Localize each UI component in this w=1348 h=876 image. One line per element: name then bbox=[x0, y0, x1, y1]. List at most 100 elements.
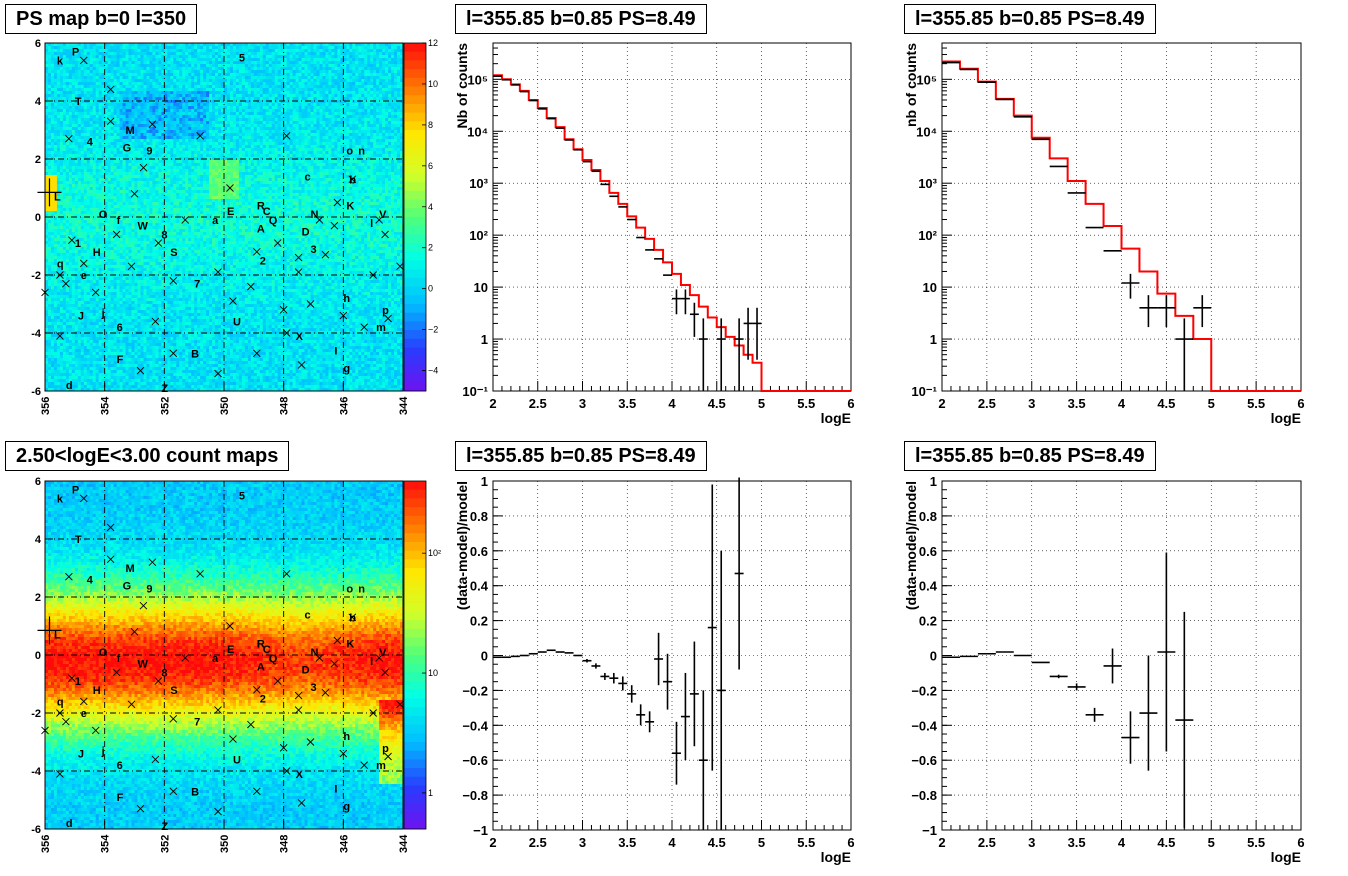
plot-axes: 2 2.5 3 3.5 4 4.5 5 5.5 6logE−1−0.8−0.6−0.4−0.20… bbox=[454, 474, 855, 865]
colorbar-tick-label: 1 bbox=[428, 788, 433, 798]
source-label: 6 bbox=[117, 760, 123, 772]
x-tick-label: 4 bbox=[668, 835, 676, 850]
source-label: L bbox=[54, 192, 61, 204]
x-tick-label: 2 bbox=[489, 396, 496, 411]
y-tick-label: 2 bbox=[35, 592, 41, 604]
y-tick-label: 0 bbox=[481, 649, 488, 664]
y-tick-label: 0.6 bbox=[919, 544, 937, 559]
colorbar-tick-label: 10² bbox=[428, 548, 441, 558]
source-label: h bbox=[343, 293, 350, 305]
y-axis-label: nb of counts bbox=[903, 43, 919, 127]
source-label: 5 bbox=[239, 53, 245, 65]
source-label: k bbox=[57, 493, 64, 505]
y-tick-label: 1 bbox=[481, 474, 488, 489]
source-label: 8 bbox=[161, 229, 167, 241]
x-tick-label: 5 bbox=[758, 835, 765, 850]
source-label: q bbox=[57, 258, 64, 270]
source-label: H bbox=[93, 247, 101, 259]
source-label: q bbox=[57, 696, 64, 708]
source-label: 2 bbox=[260, 256, 266, 268]
y-tick-label: 0 bbox=[35, 212, 41, 224]
data-points bbox=[493, 478, 744, 830]
source-label: G bbox=[123, 580, 132, 592]
source-label: T bbox=[75, 534, 82, 546]
source-label: U bbox=[233, 754, 241, 766]
y-tick-label: −0.2 bbox=[911, 683, 937, 698]
source-label: 7 bbox=[194, 717, 200, 729]
y-tick-label: 4 bbox=[35, 96, 42, 108]
x-tick-label: 5.5 bbox=[797, 396, 815, 411]
source-label: 5 bbox=[239, 491, 245, 503]
source-label: A bbox=[257, 224, 265, 236]
y-tick-label: −0.4 bbox=[911, 718, 937, 733]
source-label: M bbox=[126, 563, 135, 575]
colorbar-tick-label: −2 bbox=[428, 325, 438, 335]
y-tick-label: 0.8 bbox=[919, 509, 937, 524]
y-tick-label: −1 bbox=[473, 823, 488, 838]
plot-panel-2: 2 2.5 3 3.5 4 4.5 5 5.5 6logE−1−0.8−0.6−0.4−0.20… bbox=[454, 474, 855, 865]
y-tick-label: 4 bbox=[35, 534, 42, 546]
plot-panel-1: 2 2.5 3 3.5 4 4.5 5 5.5 6logE10⁻¹11010²10³10⁴10⁵… bbox=[903, 43, 1305, 426]
source-label: W bbox=[137, 221, 148, 233]
y-tick-label: 10² bbox=[918, 228, 937, 243]
y-tick-label: -4 bbox=[31, 766, 42, 778]
x-tick-label: 356 bbox=[40, 397, 52, 415]
colorbar-tick-label: 10 bbox=[428, 79, 438, 89]
x-tick-label: 348 bbox=[279, 835, 291, 853]
source-label: Z bbox=[161, 821, 168, 833]
source-label: c bbox=[305, 171, 311, 183]
source-label: d bbox=[66, 818, 73, 830]
x-tick-label: 2 bbox=[938, 396, 945, 411]
y-tick-label: 1 bbox=[930, 332, 937, 347]
source-label: n bbox=[358, 145, 365, 157]
x-tick-label: 6 bbox=[847, 835, 854, 850]
y-tick-label: 10⁵ bbox=[916, 72, 937, 87]
x-tick-label: 4 bbox=[1118, 396, 1126, 411]
source-label: D bbox=[302, 227, 310, 239]
x-tick-label: 354 bbox=[100, 834, 112, 853]
x-tick-label: 348 bbox=[279, 397, 291, 415]
x-tick-label: 356 bbox=[40, 835, 52, 853]
x-tick-label: 5.5 bbox=[797, 835, 815, 850]
y-tick-label: −0.6 bbox=[462, 753, 488, 768]
plot-grid bbox=[493, 481, 851, 830]
source-label: B bbox=[191, 786, 199, 798]
source-label: S bbox=[170, 685, 177, 697]
y-axis-label: (data-model)/model bbox=[454, 481, 470, 610]
source-label: j bbox=[101, 308, 105, 320]
y-tick-label: 10³ bbox=[469, 176, 488, 191]
x-tick-label: 3.5 bbox=[1068, 835, 1086, 850]
figure-canvas: 121086420−2−4kP 5TM4 G 9 o nc bLKRCEO f NQa VlW A D… bbox=[0, 0, 1348, 876]
plot-grid bbox=[942, 481, 1301, 830]
x-tick-label: 3.5 bbox=[618, 396, 636, 411]
data-points bbox=[942, 553, 1193, 829]
source-label: P bbox=[72, 485, 79, 497]
y-tick-label: 0 bbox=[930, 649, 937, 664]
source-label: X bbox=[296, 769, 304, 781]
source-label: P bbox=[72, 47, 79, 59]
source-label: Z bbox=[161, 383, 168, 395]
source-label: 1 bbox=[75, 238, 81, 250]
plot-panel-3: 2 2.5 3 3.5 4 4.5 5 5.5 6logE−1−0.8−0.6−0.4−0.20… bbox=[903, 474, 1305, 865]
source-label: J bbox=[78, 311, 84, 323]
residual-title-coarse: l=355.85 b=0.85 PS=8.49 bbox=[904, 441, 1156, 471]
source-label: n bbox=[358, 583, 365, 595]
y-tick-label: 0 bbox=[35, 650, 41, 662]
source-label: X bbox=[296, 331, 304, 343]
x-tick-label: 5 bbox=[758, 396, 765, 411]
y-tick-label: −0.4 bbox=[462, 718, 488, 733]
y-tick-label: 10⁴ bbox=[916, 124, 937, 139]
source-label: 7 bbox=[194, 279, 200, 291]
source-label: Q bbox=[269, 215, 278, 227]
map-title-counts: 2.50<logE<3.00 count maps bbox=[5, 441, 289, 471]
source-label: b bbox=[349, 612, 356, 624]
x-tick-label: 3 bbox=[579, 835, 586, 850]
y-axis-label: Nb of counts bbox=[454, 43, 470, 129]
source-label: 3 bbox=[311, 244, 317, 256]
x-tick-label: 2.5 bbox=[529, 396, 547, 411]
source-label: V bbox=[379, 647, 387, 659]
spectrum-title-coarse: l=355.85 b=0.85 PS=8.49 bbox=[904, 4, 1156, 34]
y-axis-label: (data-model)/model bbox=[903, 481, 919, 610]
y-tick-label: 10² bbox=[469, 228, 488, 243]
source-label: f bbox=[117, 653, 121, 665]
